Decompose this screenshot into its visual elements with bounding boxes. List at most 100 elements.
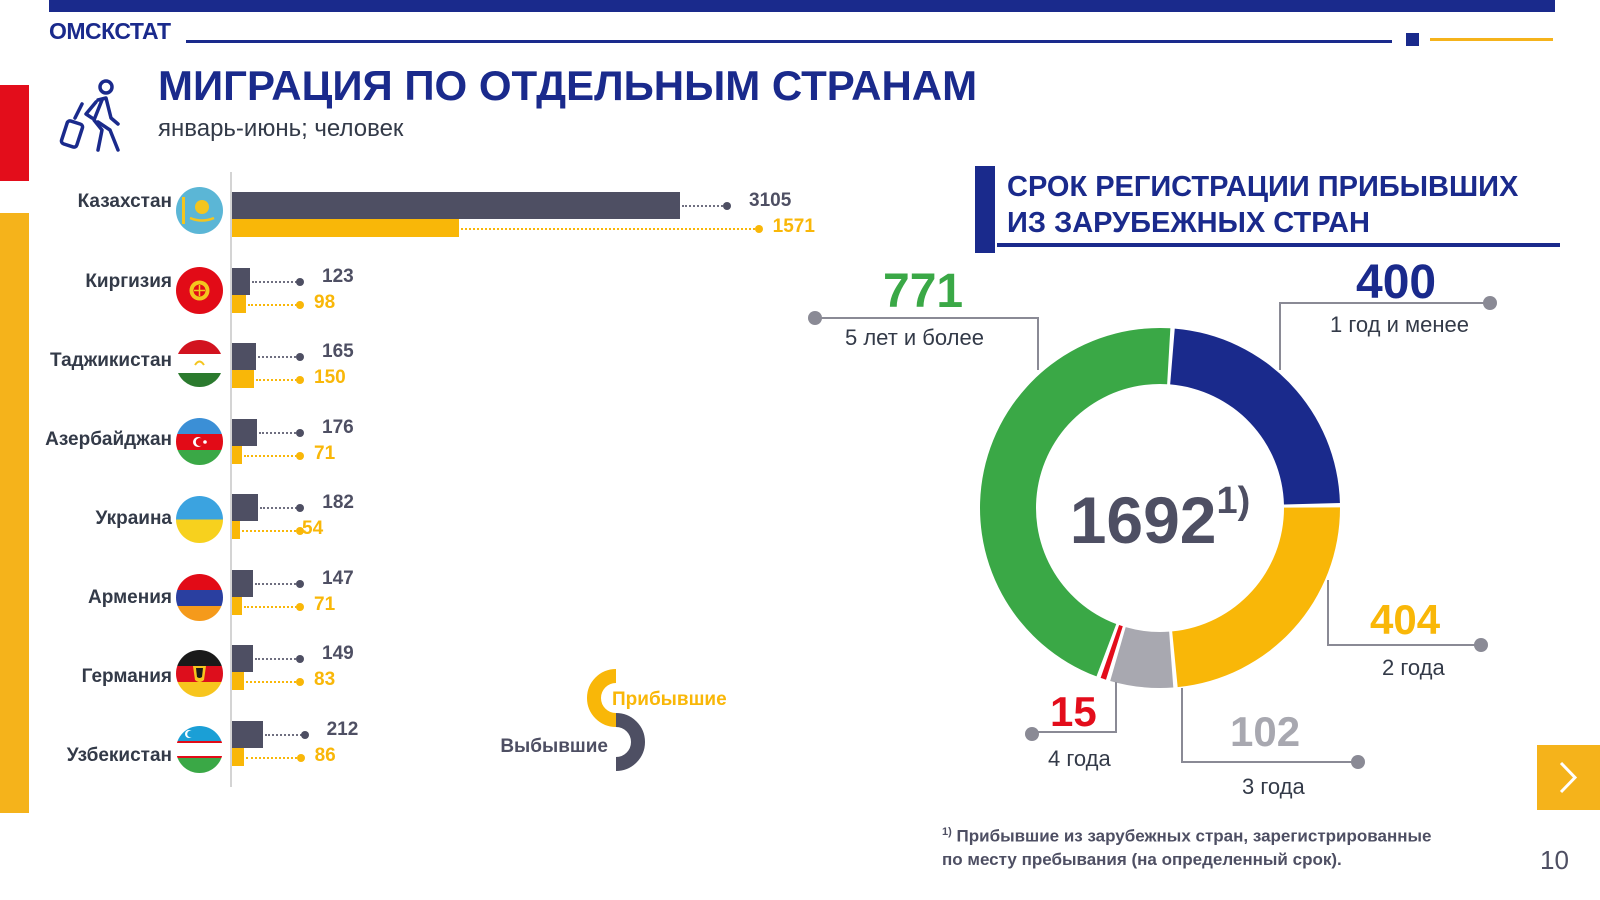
- leader-arrived: [248, 304, 300, 306]
- callout-line-1yr: [1279, 302, 1490, 370]
- slice-label: 2 года: [1382, 655, 1445, 680]
- leader-departed: [251, 281, 300, 283]
- donut-panel-accent: [975, 166, 995, 253]
- flag-ukraine-icon: [176, 496, 223, 543]
- value-departed: 165: [322, 341, 354, 362]
- leader-arrived: [245, 681, 300, 683]
- chevron-right-icon: [1559, 761, 1578, 794]
- dot-arrived: [296, 678, 304, 686]
- page-title: МИГРАЦИЯ ПО ОТДЕЛЬНЫМ СТРАНАМ: [158, 62, 978, 109]
- flag-armenia-icon: [176, 574, 223, 621]
- leader-departed: [257, 356, 300, 358]
- donut-slice-1yr: [1170, 328, 1340, 505]
- bar-departed: [232, 570, 254, 597]
- country-label: Киргизия: [85, 271, 172, 292]
- slice-value: 102: [1230, 708, 1301, 755]
- bar-arrived: [232, 370, 254, 388]
- slice-label: 4 года: [1048, 746, 1111, 771]
- donut-slice-5yr: [979, 328, 1171, 677]
- page-subtitle: январь-июнь; человек: [158, 115, 404, 142]
- leader-departed: [264, 734, 305, 736]
- leader-arrived: [246, 757, 301, 759]
- callout-dot-1yr: [1483, 296, 1497, 310]
- side-gold-stripe: [0, 213, 29, 813]
- dot-arrived: [296, 301, 304, 309]
- bar-departed: [232, 268, 250, 295]
- flag-uzbekistan-icon: [176, 726, 223, 773]
- dot-arrived: [296, 754, 305, 762]
- donut-slice-3yr: [1110, 627, 1174, 688]
- value-arrived: 150: [314, 367, 346, 388]
- dot-departed: [296, 429, 304, 437]
- page-number: 10: [1540, 845, 1569, 875]
- donut-callout-lines: [815, 302, 1490, 763]
- bar-departed: [232, 645, 254, 672]
- slice-label: 3 года: [1242, 774, 1305, 799]
- dot-departed: [296, 353, 304, 361]
- bar-arrived: [232, 597, 243, 615]
- bar-departed: [232, 192, 680, 219]
- donut-total-note: 1): [1216, 480, 1251, 522]
- flag-tajikistan-icon: [176, 340, 223, 387]
- bar-arrived: [232, 748, 245, 766]
- donut-total: 16921): [1030, 480, 1290, 558]
- slice-label: 5 лет и более: [845, 325, 984, 350]
- dot-arrived: [296, 527, 304, 535]
- callout-dot-5yr: [808, 311, 822, 325]
- bar-arrived: [232, 672, 244, 690]
- footnote-line-1: Прибывшие из зарубежных стран, зарегистр…: [956, 826, 1432, 846]
- bar-departed: [232, 721, 263, 748]
- side-red-stripe: [0, 85, 29, 181]
- bar-departed: [232, 419, 258, 446]
- leader-departed: [255, 583, 300, 585]
- next-slide-button[interactable]: [1537, 745, 1600, 810]
- value-departed: 212: [326, 719, 359, 740]
- dot-departed: [296, 580, 304, 588]
- donut-panel-rule: [997, 243, 1560, 247]
- dot-arrived: [296, 376, 304, 384]
- value-departed: 123: [322, 266, 354, 287]
- legend-arrived-label: Прибывшие: [612, 689, 727, 710]
- bar-arrived: [232, 521, 240, 539]
- slice-value: 404: [1370, 596, 1441, 643]
- header-gold-rule: [1430, 38, 1553, 41]
- country-label: Таджикистан: [49, 350, 172, 371]
- flag-germany-icon: [176, 650, 223, 697]
- country-label: Германия: [81, 666, 172, 687]
- bar-departed: [232, 494, 259, 521]
- flag-kazakhstan-icon: [176, 187, 223, 234]
- value-arrived: 71: [314, 443, 336, 464]
- header-square: [1406, 33, 1419, 46]
- country-label: Армения: [88, 587, 172, 608]
- footnote-mark: 1): [942, 826, 952, 838]
- leader-arrived: [460, 228, 759, 230]
- traveler-icon: [59, 79, 120, 152]
- legend-departed-label: Выбывшие: [500, 736, 608, 757]
- dot-arrived: [296, 603, 304, 611]
- callout-dot-4yr: [1025, 727, 1039, 741]
- donut-chart-title: СРОК РЕГИСТРАЦИИ ПРИБЫВШИХ ИЗ ЗАРУБЕЖНЫХ…: [1007, 171, 1519, 239]
- value-departed: 176: [322, 417, 354, 438]
- callout-line-5yr: [815, 317, 1039, 370]
- slice-value: 771: [883, 265, 964, 318]
- leader-departed: [259, 432, 300, 434]
- footnote: 1) Прибывшие из зарубежных стран, зареги…: [942, 821, 1431, 871]
- slice-label: 1 год и менее: [1330, 312, 1469, 337]
- dot-departed: [723, 202, 731, 210]
- org-name: ОМСКСТАТ: [49, 18, 171, 44]
- country-label: Украина: [95, 508, 172, 529]
- value-arrived: 54: [302, 518, 324, 539]
- legend-s-icon: [587, 669, 645, 771]
- country-label: Узбекистан: [66, 745, 172, 766]
- bar-chart-axis: [230, 172, 232, 787]
- slice-value: 15: [1050, 688, 1097, 735]
- footnote-line-2: по месту пребывания (на определенный сро…: [942, 849, 1342, 869]
- donut-slice-2yr: [1172, 507, 1341, 688]
- leader-departed: [260, 507, 301, 509]
- leader-departed: [255, 658, 300, 660]
- value-departed: 3105: [749, 190, 792, 211]
- leader-arrived: [244, 606, 300, 608]
- value-departed: 182: [322, 492, 354, 513]
- top-accent-bar: [49, 0, 1555, 12]
